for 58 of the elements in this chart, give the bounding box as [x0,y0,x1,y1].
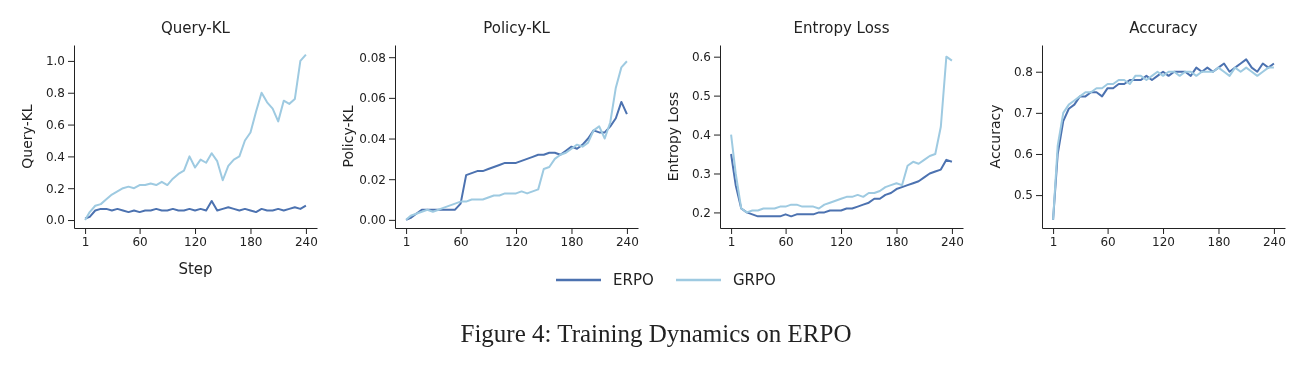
y-tick-label: 0.08 [359,50,386,65]
x-tick-label: 60 [1100,234,1116,249]
y-tick-label: 0.5 [691,88,711,103]
x-tick-label: 240 [940,234,964,249]
y-tick-label: 0.6 [691,50,711,65]
x-tick-label: 240 [1262,234,1286,249]
x-tick-label: 1 [727,234,736,249]
x-tick-label: 1 [1049,234,1058,249]
x-tick-label: 60 [778,234,794,249]
y-tick-label: 0.02 [359,172,386,187]
y-tick-label: 0.8 [1013,65,1033,80]
caption: Figure 4: Training Dynamics on ERPO [460,320,852,347]
y-axis-title: Entropy Loss [665,91,681,182]
chart-title: Query-KL [161,19,231,37]
x-tick-label: 180 [560,234,584,249]
x-tick-label: 180 [239,234,263,249]
chart-title: Policy-KL [483,19,551,37]
x-tick-label: 60 [453,234,469,249]
y-tick-label: 0.8 [45,86,65,101]
x-tick-label: 120 [830,234,853,249]
legend-label: GRPO [733,271,776,289]
line-series [84,199,307,220]
line-series [405,60,628,221]
x-axis-title: Step [178,260,213,278]
y-tick-label: 1.0 [45,54,65,69]
line-series [730,55,953,214]
y-tick-label: 0.00 [359,213,386,228]
chart-title: Accuracy [1129,19,1198,37]
x-tick-label: 240 [615,234,639,249]
y-axis-title: Query-KL [19,104,35,169]
y-tick-label: 0.0 [45,213,65,228]
x-tick-label: 1 [81,234,90,249]
x-tick-label: 180 [885,234,909,249]
x-tick-label: 180 [1207,234,1231,249]
y-tick-label: 0.5 [1013,188,1033,203]
y-tick-label: 0.7 [1013,106,1033,121]
x-tick-label: 60 [132,234,148,249]
y-tick-label: 0.4 [691,127,711,142]
x-tick-label: 1 [402,234,411,249]
x-tick-label: 120 [505,234,528,249]
line-series [730,153,953,218]
y-tick-label: 0.4 [45,149,65,164]
y-tick-label: 0.06 [359,91,386,106]
x-tick-label: 120 [1152,234,1175,249]
x-tick-label: 120 [184,234,207,249]
chart-title: Entropy Loss [793,19,890,37]
x-tick-label: 240 [294,234,318,249]
legend-label: ERPO [613,271,654,289]
y-tick-label: 0.6 [45,117,65,132]
y-tick-label: 0.04 [359,131,386,146]
y-tick-label: 0.3 [691,166,711,181]
y-tick-label: 0.2 [691,205,711,220]
y-axis-title: Accuracy [987,104,1003,169]
y-tick-label: 0.2 [45,181,65,196]
line-series [405,100,628,221]
y-tick-label: 0.6 [1013,147,1033,162]
y-axis-title: Policy-KL [340,105,356,168]
line-series [84,53,307,222]
